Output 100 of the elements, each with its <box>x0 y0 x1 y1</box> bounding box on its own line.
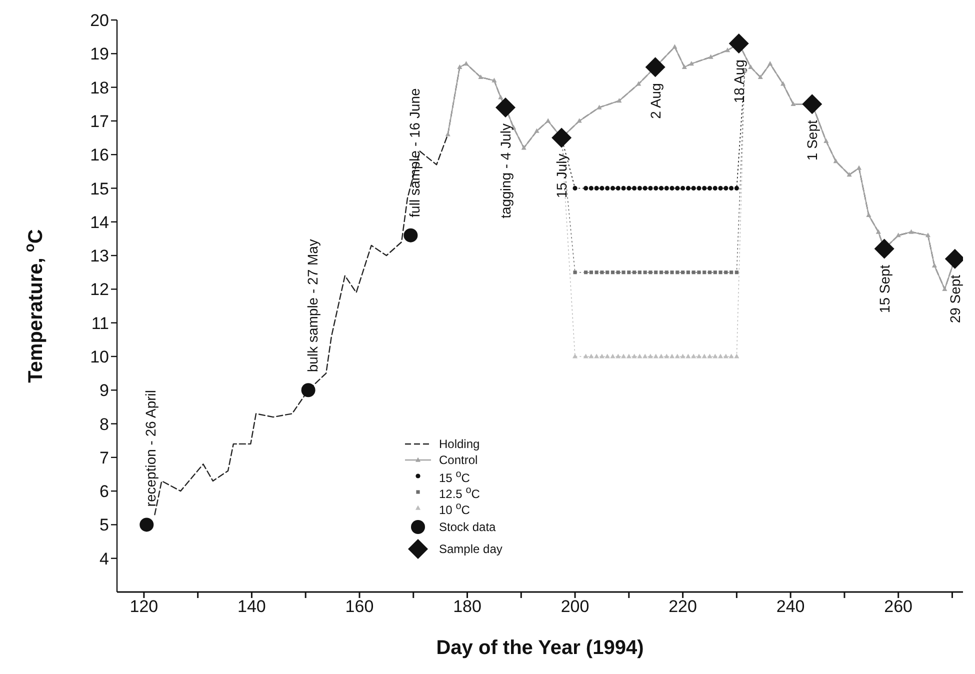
point <box>728 354 734 358</box>
point <box>645 57 666 78</box>
point <box>696 354 702 358</box>
y-tick-label: 18 <box>90 78 109 98</box>
point <box>942 286 948 292</box>
point <box>648 270 652 274</box>
point <box>692 270 696 274</box>
point <box>802 94 822 114</box>
point <box>724 186 728 191</box>
point <box>790 101 796 106</box>
point <box>606 270 610 274</box>
point <box>670 270 674 274</box>
x-tick-label: 140 <box>238 597 266 616</box>
point <box>572 354 578 358</box>
annotation: reception - 26 April <box>142 390 159 507</box>
y-tick-label: 8 <box>100 414 109 434</box>
point <box>643 270 647 274</box>
x-tick-label: 260 <box>884 597 913 616</box>
annotation: tagging - 4 July <box>498 123 514 218</box>
point <box>674 354 680 358</box>
point <box>718 270 722 274</box>
annotation: bulk sample - 27 May <box>304 239 320 372</box>
point <box>610 186 616 191</box>
point <box>724 270 728 274</box>
y-tick-label: 4 <box>100 549 109 568</box>
point <box>932 262 937 268</box>
point <box>669 354 675 358</box>
point <box>680 354 686 358</box>
point <box>616 186 620 191</box>
point <box>708 54 714 59</box>
y-tick-label: 11 <box>91 314 109 333</box>
point <box>457 64 462 69</box>
point <box>664 354 670 358</box>
point <box>588 186 594 191</box>
point <box>605 186 610 191</box>
point <box>691 354 696 358</box>
point <box>691 186 696 191</box>
point <box>664 270 668 274</box>
point <box>636 81 642 86</box>
point <box>616 98 622 103</box>
point <box>707 186 712 191</box>
point <box>833 158 838 164</box>
x-tick-label: 120 <box>130 597 158 616</box>
y-tick-label: 20 <box>90 11 109 30</box>
point <box>600 186 604 191</box>
point <box>642 186 648 191</box>
point <box>594 354 600 358</box>
point <box>729 270 734 274</box>
point <box>596 104 602 110</box>
point <box>718 354 724 358</box>
point <box>584 270 588 274</box>
point <box>718 186 723 191</box>
y-tick-label: 16 <box>90 146 109 165</box>
point <box>626 186 632 191</box>
y-tick-label: 17 <box>90 112 109 131</box>
point <box>653 354 658 358</box>
point <box>404 228 418 242</box>
x-axis-title: Day of the Year (1994) <box>436 637 644 659</box>
point <box>573 270 577 274</box>
point <box>824 138 829 143</box>
annotation: 18 Aug <box>730 60 747 104</box>
point <box>610 270 615 274</box>
point <box>708 270 712 274</box>
y-tick-label: 5 <box>100 516 109 535</box>
point <box>728 186 734 191</box>
y-tick-label: 13 <box>90 246 109 266</box>
point <box>659 270 664 274</box>
legend-label: Stock data <box>439 519 496 535</box>
legend-label: Control <box>439 452 478 468</box>
point <box>734 270 738 274</box>
point <box>594 186 599 191</box>
point <box>594 270 598 274</box>
point <box>599 354 604 358</box>
point <box>616 354 621 358</box>
y-tick-label: 19 <box>90 44 109 64</box>
point <box>707 354 712 358</box>
x-tick-label: 220 <box>668 597 697 616</box>
point <box>670 186 674 191</box>
point <box>675 186 680 191</box>
point <box>780 81 786 86</box>
point <box>638 270 642 274</box>
point <box>534 128 540 133</box>
point <box>648 354 653 358</box>
annotation: 29 Sept <box>946 274 963 324</box>
point <box>588 354 594 358</box>
point <box>748 64 754 69</box>
legend-label: Holding <box>439 436 480 452</box>
point <box>496 97 516 118</box>
point <box>642 354 648 358</box>
annotation: 2 Aug <box>647 83 664 119</box>
point <box>492 78 497 82</box>
y-tick-label: 14 <box>90 212 109 232</box>
point <box>572 186 578 191</box>
point <box>654 186 658 191</box>
point <box>672 44 678 49</box>
y-tick-label: 15 <box>90 179 109 198</box>
y-tick-label: 6 <box>100 482 109 502</box>
legend-label: 12.5 $^{o}$C <box>439 484 480 500</box>
point <box>552 128 572 148</box>
point <box>728 34 749 54</box>
